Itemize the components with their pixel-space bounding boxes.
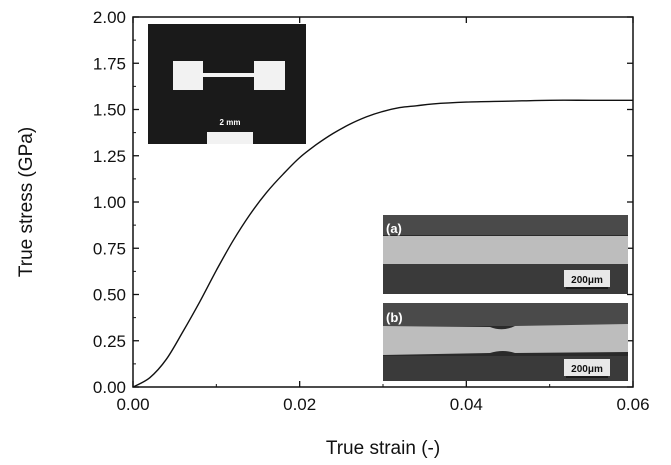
- specimen-grip-left: [173, 61, 203, 90]
- y-tick-label: 0.75: [93, 239, 126, 258]
- micrograph-a-scale-label: 200μm: [571, 275, 603, 286]
- micrograph-b-necked-specimen: [383, 324, 628, 355]
- y-tick-label: 0.25: [93, 332, 126, 351]
- micrograph-b-label: (b): [386, 310, 403, 325]
- micrograph-b-inset: (b) 200μm: [383, 303, 628, 381]
- specimen-gauge-section: [203, 73, 254, 77]
- y-tick-label: 1.50: [93, 101, 126, 120]
- x-tick-label: 0.04: [450, 395, 483, 414]
- x-tick-label: 0.00: [116, 395, 149, 414]
- y-axis: 0.00 0.25 0.50 0.75 1.00 1.25 1.50 1.75 2.00: [93, 8, 633, 397]
- y-axis-title: True stress (GPa): [16, 127, 37, 277]
- y-tick-label: 0.50: [93, 286, 126, 305]
- y-tick-label: 2.00: [93, 8, 126, 27]
- x-tick-label: 0.06: [616, 395, 649, 414]
- specimen-scale-label: 2 mm: [220, 118, 241, 127]
- y-tick-label: 0.00: [93, 378, 126, 397]
- y-tick-label: 1.00: [93, 193, 126, 212]
- micrograph-a-inset: (a) 200μm: [383, 215, 628, 294]
- micrograph-b-scale-label: 200μm: [571, 364, 603, 375]
- specimen-scale-bar: [207, 132, 253, 144]
- y-tick-label: 1.75: [93, 54, 126, 73]
- micrograph-a-upper-region: [383, 215, 628, 235]
- series-line: [132, 99, 633, 388]
- micrograph-a-scale-box: [564, 270, 610, 287]
- micrograph-a-specimen: [383, 236, 628, 264]
- y-tick-label: 1.25: [93, 147, 126, 166]
- x-tick-label: 0.02: [283, 395, 316, 414]
- x-axis-title: True strain (-): [326, 438, 440, 459]
- specimen-inset: 2 mm: [148, 24, 306, 144]
- x-axis: 0.00 0.02 0.04 0.06: [116, 17, 650, 414]
- micrograph-a-label: (a): [386, 221, 402, 236]
- micrograph-b-scale-box: [564, 359, 610, 376]
- micrograph-b-upper-region: [383, 303, 628, 326]
- specimen-grip-right: [254, 61, 285, 90]
